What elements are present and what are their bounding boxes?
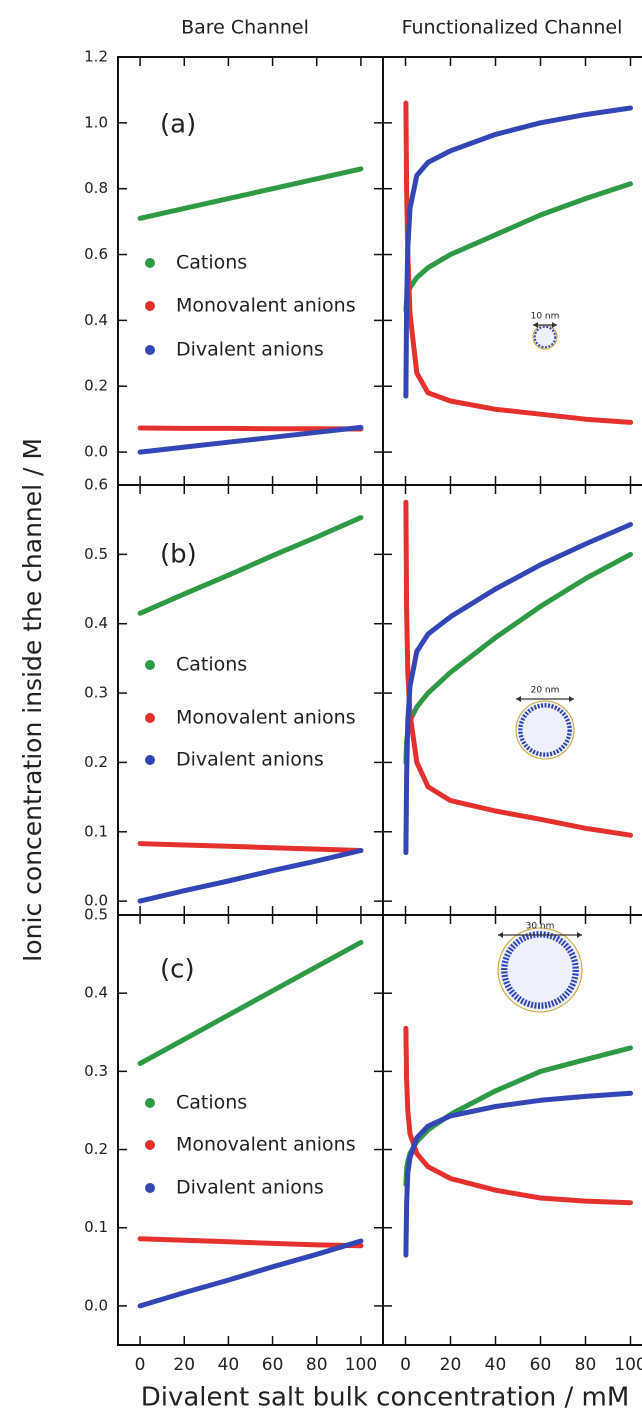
series-line bbox=[403, 499, 633, 838]
y-tick-label: 0.5 bbox=[84, 545, 108, 563]
y-tick-label: 0.4 bbox=[84, 614, 108, 632]
y-tick-label: 1.2 bbox=[84, 48, 108, 66]
series-line bbox=[137, 1236, 364, 1249]
y-tick-label: 0.3 bbox=[84, 684, 108, 702]
x-tick-label: 100 bbox=[614, 1355, 642, 1375]
panel bbox=[137, 166, 364, 455]
x-tick-label: 20 bbox=[440, 1355, 462, 1375]
panel-label: (b) bbox=[160, 540, 197, 570]
y-tick-label: 0.4 bbox=[84, 984, 108, 1002]
legend-label: Monovalent anions bbox=[176, 295, 356, 317]
y-tick-label: 0.2 bbox=[84, 753, 108, 771]
panel-frame bbox=[382, 914, 642, 1346]
legend-label: Monovalent anions bbox=[176, 1134, 356, 1156]
series-line bbox=[403, 1045, 633, 1188]
series-line bbox=[137, 841, 364, 853]
x-tick-label: 0 bbox=[400, 1355, 411, 1375]
x-tick-label: 0 bbox=[135, 1355, 146, 1375]
panel-label: (a) bbox=[160, 110, 196, 140]
series-line bbox=[137, 425, 364, 432]
legend-label: Cations bbox=[176, 252, 247, 274]
legend-marker bbox=[145, 1183, 155, 1193]
y-tick-label: 0.0 bbox=[84, 892, 108, 910]
x-tick-label: 40 bbox=[218, 1355, 240, 1375]
series-line bbox=[403, 1090, 633, 1258]
legend-marker bbox=[145, 345, 155, 355]
panel-label: (c) bbox=[160, 955, 195, 985]
y-tick-label: 0.2 bbox=[84, 1140, 108, 1158]
x-tick-label: 80 bbox=[575, 1355, 597, 1375]
x-tick-label: 100 bbox=[345, 1355, 377, 1375]
panel bbox=[403, 100, 633, 425]
y-axis-label: Ionic concentration inside the channel /… bbox=[18, 438, 47, 962]
panel bbox=[403, 1025, 633, 1258]
legend-marker bbox=[145, 301, 155, 311]
legend-label: Divalent anions bbox=[176, 339, 324, 361]
panel-frame bbox=[117, 914, 384, 1346]
legend-marker bbox=[145, 1140, 155, 1150]
series-line bbox=[137, 939, 364, 1066]
series-line bbox=[137, 166, 364, 221]
x-axis-label: Divalent salt bulk concentration / mM bbox=[141, 1383, 630, 1413]
series-line bbox=[403, 105, 633, 399]
y-tick-label: 0.1 bbox=[84, 1218, 108, 1236]
legend-label: Divalent anions bbox=[176, 749, 324, 771]
legend-label: Divalent anions bbox=[176, 1177, 324, 1199]
x-tick-label: 60 bbox=[262, 1355, 284, 1375]
inset-pore bbox=[515, 700, 575, 760]
y-tick-label: 0.8 bbox=[84, 179, 108, 197]
x-tick-label: 80 bbox=[306, 1355, 328, 1375]
inset-label: 10 nm bbox=[531, 312, 560, 322]
series-line bbox=[137, 1238, 364, 1309]
inset-label: 30 nm bbox=[526, 922, 555, 932]
series-line bbox=[137, 515, 364, 616]
legend-label: Monovalent anions bbox=[176, 707, 356, 729]
column-title: Bare Channel bbox=[181, 17, 309, 39]
series-line bbox=[403, 1025, 633, 1206]
inset-arrowhead bbox=[533, 322, 557, 328]
series-line bbox=[137, 424, 364, 455]
panel bbox=[137, 939, 364, 1309]
series-line bbox=[403, 181, 633, 313]
y-tick-label: 0.2 bbox=[84, 377, 108, 395]
y-tick-label: 0.0 bbox=[84, 1296, 108, 1314]
panel-frame bbox=[117, 56, 384, 486]
y-tick-label: 0.1 bbox=[84, 822, 108, 840]
inset-pore bbox=[532, 324, 558, 350]
y-tick-label: 0.0 bbox=[84, 443, 108, 461]
y-tick-label: 0.6 bbox=[84, 476, 108, 494]
legend-marker bbox=[145, 755, 155, 765]
x-tick-label: 20 bbox=[173, 1355, 195, 1375]
series-line bbox=[137, 848, 364, 904]
y-tick-label: 0.3 bbox=[84, 1062, 108, 1080]
series-line bbox=[403, 522, 633, 856]
column-title: Functionalized Channel bbox=[402, 17, 623, 39]
legend-label: Cations bbox=[176, 654, 247, 676]
x-tick-label: 40 bbox=[485, 1355, 507, 1375]
x-tick-label: 60 bbox=[530, 1355, 552, 1375]
panel bbox=[137, 515, 364, 904]
y-tick-label: 0.5 bbox=[84, 906, 108, 924]
inset-label: 20 nm bbox=[531, 686, 560, 696]
legend-marker bbox=[145, 713, 155, 723]
legend-marker bbox=[145, 1098, 155, 1108]
panel bbox=[403, 499, 633, 856]
legend-label: Cations bbox=[176, 1092, 247, 1114]
inset-ring bbox=[501, 931, 579, 1009]
y-tick-label: 1.0 bbox=[84, 113, 108, 131]
legend-marker bbox=[145, 660, 155, 670]
inset-pore bbox=[497, 927, 583, 1013]
inset-ring bbox=[518, 703, 572, 757]
y-tick-label: 0.4 bbox=[84, 311, 108, 329]
inset-ring bbox=[533, 325, 557, 349]
legend-marker bbox=[145, 258, 155, 268]
y-tick-label: 0.6 bbox=[84, 245, 108, 263]
